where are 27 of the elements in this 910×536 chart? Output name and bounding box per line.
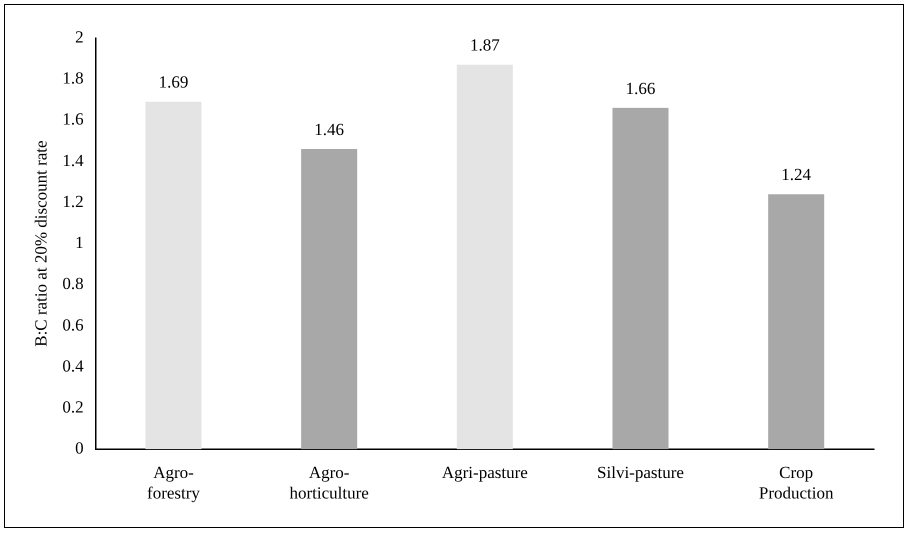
x-tick-label: Silvi-pasture	[597, 462, 684, 482]
bar	[456, 64, 513, 450]
y-tick-label: 2	[75, 27, 84, 46]
x-tick-label: Agro- forestry	[147, 462, 200, 502]
y-tick-label: 0	[75, 438, 84, 458]
y-tick-label: 1	[75, 233, 84, 252]
y-tick-label: 0.2	[62, 398, 84, 417]
data-label: 1.66	[626, 78, 656, 98]
y-tick-label: 0.8	[62, 274, 84, 294]
y-tick-label: 1.6	[62, 110, 84, 129]
x-tick-label: Agri-pasture	[442, 462, 528, 482]
x-tick-label: Crop Production	[758, 462, 834, 502]
y-tick-label: 0.4	[62, 356, 84, 376]
y-tick-label: 0.6	[62, 315, 84, 334]
bar	[768, 194, 824, 450]
bar	[145, 102, 202, 450]
y-axis-title: B:C ratio at 20% discount rate	[32, 140, 51, 347]
data-label: 1.69	[158, 72, 188, 92]
y-tick-label: 1.8	[62, 68, 84, 88]
y-tick-label: 1.2	[62, 192, 84, 211]
bar	[301, 149, 358, 450]
data-label: 1.87	[470, 36, 500, 55]
y-tick-label: 1.4	[62, 150, 84, 170]
bar	[612, 108, 669, 450]
data-label: 1.46	[314, 120, 344, 139]
data-label: 1.24	[781, 165, 812, 184]
x-tick-label: Agro- horticulture	[290, 462, 369, 502]
